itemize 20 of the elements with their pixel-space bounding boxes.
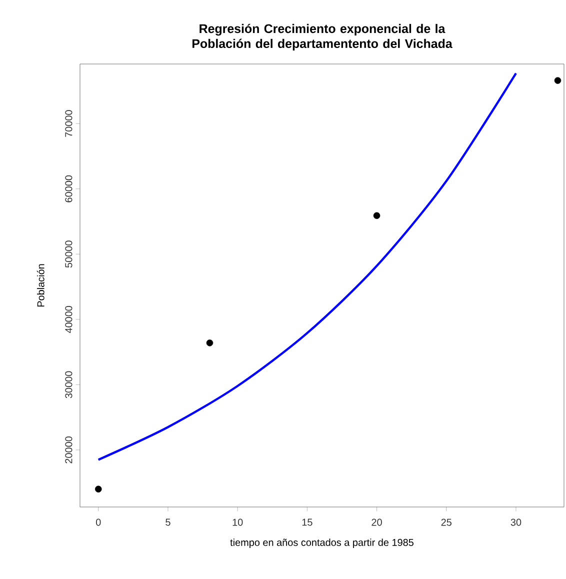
point	[94, 486, 102, 492]
point	[206, 340, 214, 346]
chart-title: Regresión Crecimiento exponencial de la Población del departamentento del Vichada	[192, 24, 452, 50]
y-tick-label: 70000	[65, 110, 72, 137]
y-tick-label: 40000	[65, 306, 72, 334]
x-axis-title: tiempo en años contados a partir de 1985	[230, 538, 414, 548]
line-series	[97, 72, 518, 461]
x-tick-label: 25	[441, 518, 452, 526]
x-tick-label: 5	[166, 518, 170, 526]
y-axis-title: Población	[36, 264, 44, 307]
x-tick-label: 10	[232, 518, 243, 526]
y-tick-label: 20000	[65, 436, 72, 464]
x-tick-label: 15	[302, 518, 312, 526]
x-tick-label: 20	[372, 518, 382, 526]
y-tick-label: 60000	[65, 175, 72, 202]
x-tick-label: 30	[510, 518, 522, 526]
y-tick-label: 30000	[65, 371, 72, 398]
x-tick-label: 0	[96, 518, 101, 526]
point	[373, 212, 380, 220]
y-tick-label: 50000	[65, 240, 72, 268]
